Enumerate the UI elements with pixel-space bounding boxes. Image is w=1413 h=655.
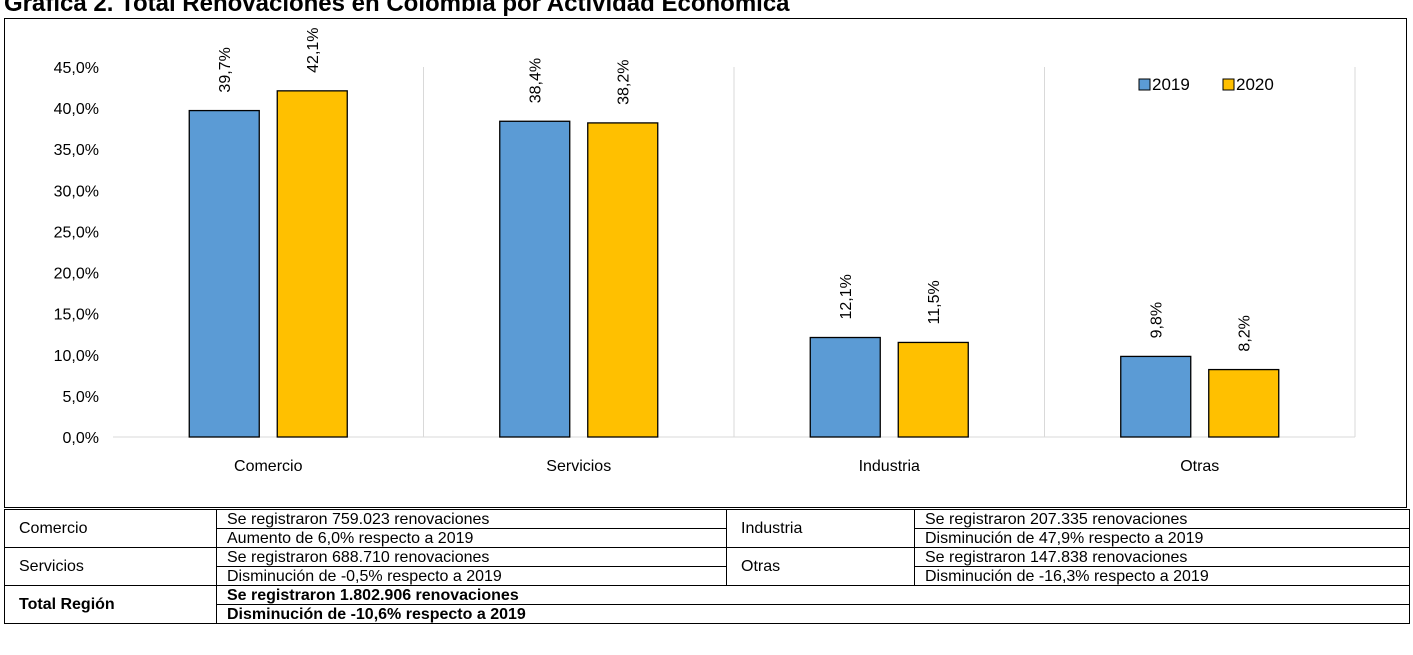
- table-row: Comercio Se registraron 759.023 renovaci…: [4, 509, 1410, 548]
- table-category-cell: Servicios: [4, 547, 217, 586]
- table-cell: Se registraron 207.335 renovaciones: [914, 509, 1410, 529]
- legend-swatch-2020: [1222, 78, 1235, 91]
- table-row: Servicios Se registraron 688.710 renovac…: [4, 547, 1410, 586]
- bar-2020: [1208, 368, 1280, 438]
- table-row: Disminución de -0,5% respecto a 2019 Dis…: [5, 566, 1410, 586]
- y-tick-label: 25,0%: [54, 224, 99, 241]
- data-label: 42,1%: [305, 27, 322, 72]
- data-label: 9,8%: [1149, 302, 1166, 338]
- table-cell: Aumento de 6,0% respecto a 2019: [216, 528, 727, 548]
- legend-swatch-2019: [1138, 78, 1151, 91]
- table-category-cell: Comercio: [4, 509, 217, 548]
- table-cell: Disminución de -16,3% respecto a 2019: [914, 566, 1410, 586]
- legend-label: 2020: [1236, 75, 1274, 94]
- table-cell: Disminución de 47,9% respecto a 2019: [914, 528, 1410, 548]
- data-label: 12,1%: [838, 274, 855, 319]
- table-row: Aumento de 6,0% respecto a 2019 Disminuc…: [5, 528, 1410, 548]
- y-tick-label: 15,0%: [54, 307, 99, 324]
- table-row: Total Región Se registraron 1.802.906 re…: [4, 585, 1410, 624]
- bar-2020: [276, 90, 348, 438]
- total-cell: Se registraron 1.802.906 renovaciones: [216, 585, 1410, 605]
- data-label: 11,5%: [926, 280, 943, 324]
- table-cell: Se registraron 759.023 renovaciones: [216, 509, 727, 529]
- table-cell: Se registraron 147.838 renovaciones: [914, 547, 1410, 567]
- bar-2019: [809, 336, 881, 438]
- y-tick-label: 20,0%: [54, 266, 99, 283]
- data-label: 8,2%: [1237, 315, 1254, 351]
- data-label: 38,2%: [616, 60, 633, 105]
- summary-table: Comercio Se registraron 759.023 renovaci…: [4, 509, 1410, 624]
- legend-label: 2019: [1152, 75, 1190, 94]
- x-tick-label: Servicios: [546, 458, 611, 475]
- bar-2019: [499, 120, 571, 438]
- x-tick-label: Comercio: [234, 458, 303, 475]
- bar-chart: 0,0% 5,0% 10,0% 15,0% 20,0% 25,0% 30,0% 35,0% 40…: [54, 27, 1356, 475]
- y-tick-label: 10,0%: [54, 348, 99, 365]
- chart-frame: 0,0% 5,0% 10,0% 15,0% 20,0% 25,0% 30,0% 35,0% 40…: [4, 18, 1407, 508]
- y-tick-label: 45,0%: [54, 60, 99, 77]
- y-tick-label: 40,0%: [54, 101, 99, 118]
- table-row: Disminución de -10,6% respecto a 2019: [5, 604, 1410, 624]
- y-tick-label: 30,0%: [54, 183, 99, 200]
- bar-2019: [1120, 355, 1192, 438]
- table-category-cell: Industria: [726, 509, 915, 548]
- bar-2020: [897, 341, 969, 438]
- bar-2019: [188, 109, 260, 438]
- data-label: 38,4%: [528, 58, 545, 103]
- x-tick-label: Industria: [859, 458, 920, 475]
- data-label: 39,7%: [217, 47, 234, 92]
- table-cell: Disminución de -0,5% respecto a 2019: [216, 566, 727, 586]
- bar-2020: [587, 122, 659, 438]
- chart-title: Gráfica 2. Total Renovaciones en Colombi…: [4, 0, 790, 17]
- y-tick-label: 5,0%: [63, 389, 99, 406]
- table-cell: Se registraron 688.710 renovaciones: [216, 547, 727, 567]
- y-tick-label: 35,0%: [54, 142, 99, 159]
- table-category-cell: Otras: [726, 547, 915, 586]
- y-tick-label: 0,0%: [63, 430, 99, 447]
- total-label-cell: Total Región: [4, 585, 217, 624]
- total-cell: Disminución de -10,6% respecto a 2019: [216, 604, 1410, 624]
- x-tick-label: Otras: [1180, 458, 1219, 475]
